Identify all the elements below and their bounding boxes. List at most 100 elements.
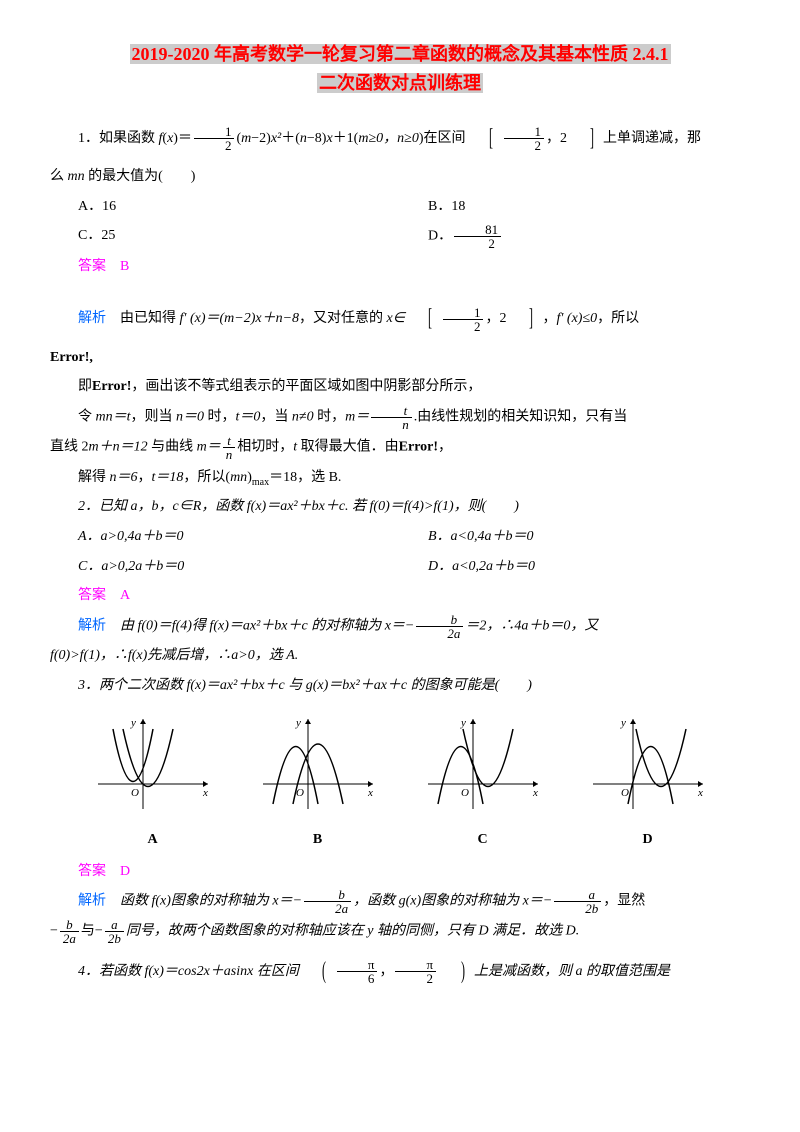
svg-text:y: y — [130, 717, 136, 729]
q2-optA: A．a>0,4a＋b＝0 — [50, 524, 400, 551]
q1-e3g: ，当 — [260, 410, 292, 425]
q2-exp-label: 解析 — [78, 619, 106, 634]
q1-e4n: t — [223, 434, 236, 448]
svg-text:y: y — [620, 717, 626, 729]
q1-e5d: t＝18 — [152, 470, 184, 485]
q2-optD: D．a<0,2a＋b＝0 — [400, 554, 750, 581]
q1-exp1: 解析 由已知得 f′ (x)＝(m−2)x＋n−8，又对任意的 x∈[12，2]… — [50, 296, 750, 342]
q2-answer: 答案 A — [50, 583, 750, 610]
svg-text:O: O — [131, 787, 139, 799]
q1-t6: −8) — [307, 131, 327, 146]
q1-frac1: 12 — [194, 125, 235, 152]
q4-f1n: π — [337, 958, 378, 972]
q1-e3f: t＝0 — [236, 410, 261, 425]
q2-opts-row2: C．a>0,2a＋b＝0 D．a<0,2a＋b＝0 — [50, 554, 750, 581]
q1-int-den: 2 — [504, 139, 545, 152]
q1-lbrack: [ — [475, 116, 493, 162]
q2-text: 2．已知 a，b，c∈R，函数 f(x)＝ax²＋bx＋c. 若 f(0)＝f(… — [78, 499, 519, 514]
q1-optD: D．812 — [400, 223, 750, 250]
q3-e5: 与− — [81, 924, 103, 939]
graph-d: x y O D — [588, 714, 708, 853]
q3-f3d: 2a — [60, 932, 79, 945]
q2-frac: b2a — [416, 613, 463, 640]
svg-text:x: x — [532, 787, 538, 799]
q4-rp: ) — [447, 949, 465, 995]
q1-exp-label: 解析 — [78, 311, 106, 326]
q1-e2b: ，画出该不等式组表示的平面区域如图中阴影部分所示， — [131, 379, 481, 394]
q2-fd: 2a — [416, 627, 463, 640]
q1-ic2: ，2 — [485, 311, 506, 326]
q1-mn: mn — [68, 169, 85, 184]
q1-answer: 答案 B — [50, 254, 750, 281]
q1-e5a: 解得 — [78, 470, 110, 485]
q1-e3i: 时， — [314, 410, 346, 425]
q3-exp-label: 解析 — [78, 894, 106, 909]
q1-e1d: x∈ — [387, 311, 405, 326]
q4-f2n: π — [395, 958, 436, 972]
graph-b-svg: x y O — [258, 714, 378, 814]
q1-optD-den: 2 — [454, 237, 501, 250]
graph-b-label: B — [258, 827, 378, 854]
q1-e3c: ，则当 — [131, 410, 177, 425]
q1-t8: )在区间 — [419, 131, 466, 146]
q1-int-num: 1 — [504, 125, 545, 139]
q1-err1: Error!, — [50, 350, 93, 365]
q1-e1e: ， — [542, 311, 556, 326]
q1-t5: ＋( — [281, 131, 300, 146]
q1-e4a: 直线 2 — [50, 440, 89, 455]
q1-e3d: n＝0 — [176, 410, 204, 425]
q3-f4d: 2b — [105, 932, 124, 945]
q4-c: ， — [379, 964, 393, 979]
title-hl-2: 二次函数对点训练理 — [317, 73, 483, 93]
graph-c: x y O C — [423, 714, 543, 853]
q3-e6: 同号，故两个函数图象的对称轴应该在 y 轴的同侧，只有 D 满足．故选 D. — [126, 924, 579, 939]
q1-e3a: 令 — [78, 410, 96, 425]
q1-e2: 即 — [78, 379, 92, 394]
q3-e1: 函数 f(x)图象的对称轴为 x＝− — [106, 894, 302, 909]
q1-e4f: 相切时， — [237, 440, 293, 455]
q4-t2: 上是减函数，则 a 的取值范围是 — [474, 964, 670, 979]
q4-stem: 4．若函数 f(x)＝cos2x＋asinx 在区间(π6，π2)上是减函数，则… — [50, 949, 750, 995]
q4-f1d: 6 — [337, 972, 378, 985]
q1-t4: −2) — [251, 131, 271, 146]
q1-e5c: ， — [138, 470, 152, 485]
q2-optB: B．a<0,4a＋b＝0 — [400, 524, 750, 551]
q1-e3h: n≠0 — [292, 410, 314, 425]
q1-e5b: n＝6 — [110, 470, 138, 485]
q3-answer: 答案 D — [50, 859, 750, 886]
q3-e4: − — [50, 924, 58, 939]
q3-f3: b2a — [60, 918, 79, 945]
q1-e3frac: tn — [371, 404, 412, 431]
q3-f3n: b — [60, 918, 79, 932]
q2-optC: C．a>0,2a＋b＝0 — [50, 554, 400, 581]
q1-e4d2: n — [223, 448, 236, 461]
q3-f1n: b — [304, 888, 351, 902]
svg-text:O: O — [621, 787, 629, 799]
q1-opts-row2: C．25 D．812 — [50, 223, 750, 250]
graph-a-label: A — [93, 827, 213, 854]
q3-f2n: a — [554, 888, 601, 902]
q1-l2a: 么 — [50, 169, 68, 184]
q2-e1: 由 f(0)＝f(4)得 f(x)＝ax²＋bx＋c 的对称轴为 x＝− — [106, 619, 414, 634]
q1-exp2b: 即Error!，画出该不等式组表示的平面区域如图中阴影部分所示， — [50, 374, 750, 401]
q1-intfrac: 12 — [504, 125, 545, 152]
q1-stem: 1．如果函数 f(x)＝12(m−2)x²＋(n−8)x＋1(m≥0，n≥0)在… — [50, 116, 750, 162]
q1-opts-row1: A．16 B．18 — [50, 194, 750, 221]
q2-exp-line2: f(0)>f(1)，∴f(x)先减后增，∴a>0，选 A. — [50, 643, 750, 670]
q2-stem: 2．已知 a，b，c∈R，函数 f(x)＝ax²＋bx＋c. 若 f(0)＝f(… — [50, 494, 750, 521]
q1-err3: Error! — [399, 440, 438, 455]
q1-frac1-den: 2 — [194, 139, 235, 152]
q1-e5f: mn — [230, 470, 247, 485]
q1-x2: x² — [271, 131, 281, 146]
q1-e4c: 与曲线 — [148, 440, 197, 455]
q1-optD-num: 81 — [454, 223, 501, 237]
q1-e5e: ，所以( — [183, 470, 230, 485]
q3-f2: a2b — [554, 888, 601, 915]
q1-exp5: 解得 n＝6，t＝18，所以(mn)max＝18，选 B. — [50, 465, 750, 492]
q3-e3: ，显然 — [603, 894, 645, 909]
q1-e1f: f′ (x)≤0 — [556, 311, 597, 326]
q2-e3: f(0)>f(1)，∴f(x)先减后增，∴a>0，选 A. — [50, 648, 298, 663]
q4-f1: π6 — [337, 958, 378, 985]
q1-exp4: 直线 2m＋n＝12 与曲线 m＝tn相切时，t 取得最大值．由Error!， — [50, 434, 750, 461]
svg-text:y: y — [460, 717, 466, 729]
